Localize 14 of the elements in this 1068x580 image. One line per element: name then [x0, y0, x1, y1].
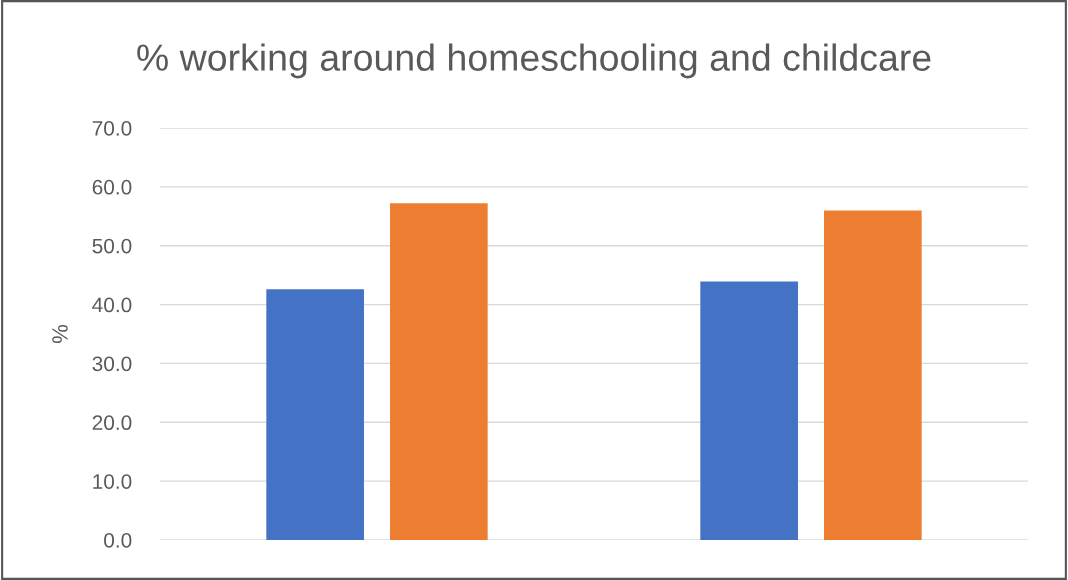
y-tick-label: 30.0 — [92, 356, 132, 372]
y-tick-label: 60.0 — [92, 179, 132, 195]
y-tick-label: 50.0 — [92, 238, 132, 254]
bar — [700, 281, 798, 540]
bar — [266, 289, 364, 540]
y-tick-label: 40.0 — [92, 297, 132, 313]
y-tick-label: 70.0 — [92, 121, 132, 136]
bar — [824, 210, 922, 540]
chart-title: % working around homeschooling and childcare — [137, 43, 931, 79]
y-tick-label: 20.0 — [92, 415, 132, 431]
bar — [390, 203, 488, 540]
y-tick-label: 0.0 — [104, 533, 132, 548]
y-tick-label: 10.0 — [93, 474, 132, 489]
y-axis-title: % — [52, 324, 68, 344]
